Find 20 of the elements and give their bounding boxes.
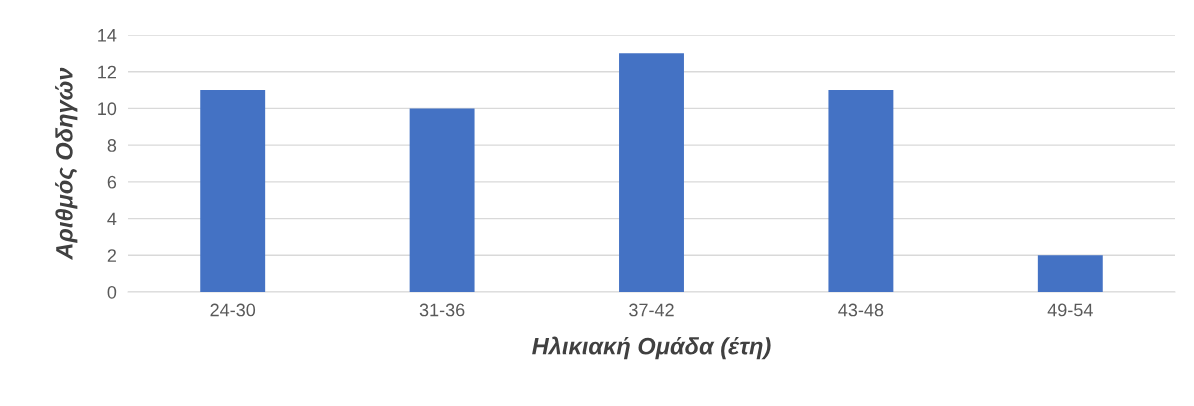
y-tick-label: 2 bbox=[107, 249, 116, 262]
x-tick-label: 31-36 bbox=[419, 303, 465, 317]
y-tick-label: 8 bbox=[107, 139, 117, 152]
bar bbox=[1037, 255, 1103, 292]
x-tick-label: 37-42 bbox=[629, 303, 674, 317]
x-tick-label: 43-48 bbox=[838, 303, 884, 317]
bar bbox=[828, 90, 894, 292]
x-tick-label: 49-54 bbox=[1047, 303, 1093, 317]
y-tick-label: 14 bbox=[98, 29, 117, 42]
bar bbox=[619, 53, 684, 292]
bar bbox=[200, 90, 266, 292]
y-tick-label: 6 bbox=[107, 175, 117, 189]
y-axis-title: Αριθμός Οδηγών bbox=[55, 67, 78, 260]
bar bbox=[409, 108, 475, 292]
x-tick-label: 24-30 bbox=[210, 303, 256, 317]
y-tick-label: 4 bbox=[107, 212, 117, 226]
x-axis-title: Ηλικιακή Ομάδα (έτη) bbox=[532, 336, 771, 360]
y-tick-label: 10 bbox=[98, 102, 117, 116]
y-tick-label: 0 bbox=[107, 285, 117, 299]
y-tick-label: 12 bbox=[98, 65, 116, 79]
